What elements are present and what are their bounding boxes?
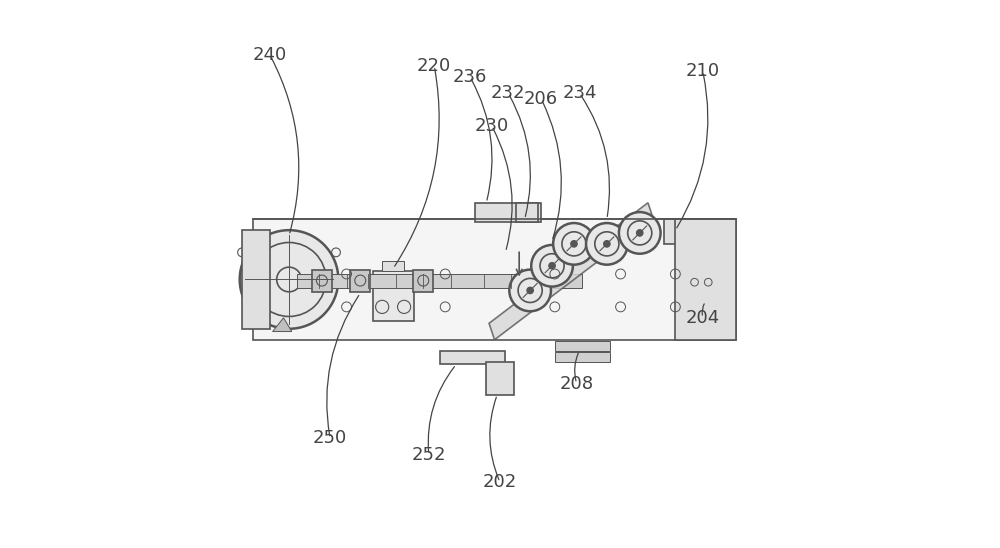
Bar	[350, 270, 370, 292]
Text: 240: 240	[253, 46, 287, 64]
Bar	[373, 271, 414, 321]
Circle shape	[240, 230, 338, 329]
Text: 250: 250	[313, 430, 347, 447]
Bar	[297, 274, 582, 288]
Circle shape	[509, 270, 551, 311]
Polygon shape	[675, 219, 736, 340]
Bar	[312, 270, 332, 292]
Text: 206: 206	[524, 90, 558, 107]
Text: 202: 202	[483, 473, 517, 491]
Text: 208: 208	[560, 375, 594, 392]
Circle shape	[586, 223, 628, 265]
Bar	[516, 203, 538, 222]
Circle shape	[527, 287, 533, 294]
Text: 220: 220	[417, 57, 451, 75]
Circle shape	[571, 241, 577, 247]
Circle shape	[531, 245, 573, 287]
Bar	[555, 341, 610, 351]
Text: 230: 230	[475, 117, 509, 135]
Bar	[242, 230, 270, 329]
Bar	[413, 270, 433, 292]
Text: 204: 204	[686, 309, 720, 327]
Text: 252: 252	[412, 446, 446, 464]
Text: 232: 232	[491, 84, 525, 102]
Circle shape	[619, 212, 661, 254]
Bar	[555, 352, 610, 362]
Bar	[664, 219, 706, 244]
Text: 210: 210	[686, 62, 720, 80]
Bar	[440, 351, 505, 364]
Circle shape	[604, 241, 610, 247]
Bar	[253, 219, 736, 340]
Circle shape	[549, 262, 555, 269]
Circle shape	[636, 230, 643, 236]
Bar	[382, 261, 404, 271]
Polygon shape	[273, 318, 292, 332]
Bar	[475, 203, 541, 222]
Bar	[706, 277, 730, 293]
Circle shape	[553, 223, 595, 265]
Text: 236: 236	[453, 68, 487, 85]
Text: 234: 234	[562, 84, 597, 102]
Bar	[486, 362, 514, 395]
Polygon shape	[489, 203, 653, 340]
